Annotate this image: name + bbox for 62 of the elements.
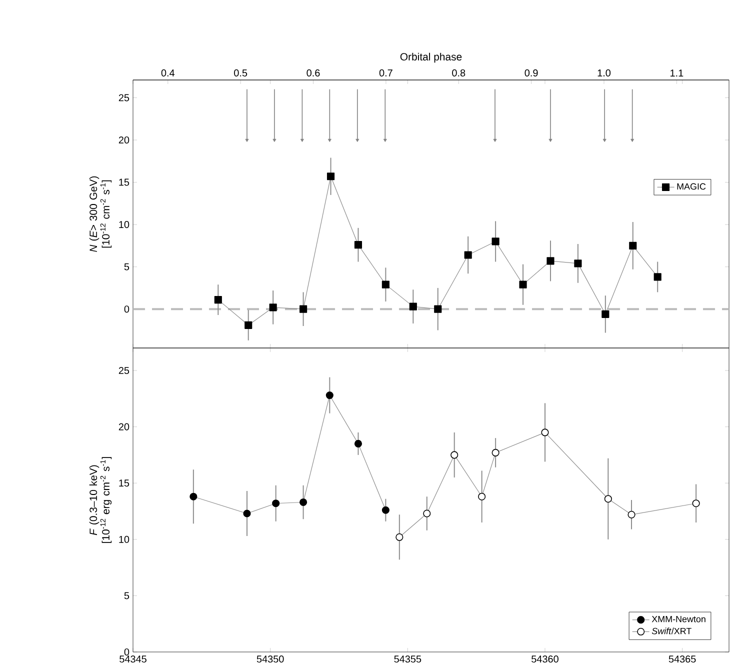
point — [382, 280, 390, 288]
y-tick-label: 15 — [119, 178, 130, 186]
x-tick-label: 54350 — [256, 656, 284, 663]
point — [464, 251, 472, 259]
y-tick-label: 20 — [118, 136, 130, 144]
x-tick-label: 54365 — [668, 656, 696, 663]
y-tick-label: 0 — [124, 306, 130, 313]
x2-axis-title: Orbital phase — [400, 52, 462, 63]
point — [541, 428, 549, 436]
y-tick-label: 5 — [124, 263, 130, 270]
point — [629, 242, 637, 250]
y-tick-label: 20 — [118, 423, 130, 430]
y-tick-label: 10 — [119, 536, 130, 543]
point — [190, 492, 198, 500]
x2-tick-label: 0.4 — [161, 69, 175, 76]
point — [692, 500, 700, 508]
point — [243, 510, 251, 518]
x2-tick-label: 0.5 — [234, 69, 248, 76]
legend-label: MAGIC — [677, 183, 706, 190]
x-tick-label: 54355 — [394, 656, 422, 663]
point — [423, 510, 431, 518]
y-tick-label: 25 — [118, 366, 130, 374]
x2-tick-label: 1.0 — [598, 69, 611, 76]
x2-tick-label: 1.1 — [670, 70, 684, 76]
x-tick-label: 54345 — [120, 656, 146, 663]
point — [214, 296, 222, 304]
y-tick-label: 25 — [118, 94, 130, 102]
point — [492, 238, 500, 246]
point — [396, 533, 404, 541]
point — [269, 304, 277, 312]
y-tick-label: 0 — [124, 648, 130, 656]
point — [300, 498, 308, 506]
point — [300, 305, 308, 313]
x2-tick-label: 0.8 — [452, 69, 466, 76]
x2-tick-label: 0.6 — [306, 69, 320, 76]
point — [604, 495, 612, 503]
point — [354, 241, 362, 249]
point — [574, 260, 582, 268]
point — [326, 391, 334, 400]
point — [628, 510, 636, 518]
point — [546, 257, 554, 265]
x2-tick-label: 0.7 — [379, 69, 392, 76]
point — [434, 305, 442, 313]
y-tick-label: 15 — [119, 480, 130, 487]
point — [272, 500, 280, 508]
point — [326, 172, 335, 180]
point — [492, 448, 500, 456]
legend-label: Swift/XRT — [652, 628, 692, 634]
point — [654, 273, 662, 281]
point — [519, 280, 527, 288]
point — [409, 302, 417, 310]
y-tick-label: 5 — [124, 592, 130, 600]
point — [450, 451, 458, 459]
y-tick-label: 10 — [119, 221, 130, 228]
x-tick-label: 54360 — [532, 656, 558, 663]
point — [354, 440, 362, 448]
point — [602, 310, 610, 318]
point — [244, 321, 252, 329]
point — [478, 492, 486, 500]
point — [382, 506, 390, 514]
legend-label: XMM-Newton — [652, 616, 706, 622]
x2-tick-label: 0.9 — [524, 69, 538, 76]
